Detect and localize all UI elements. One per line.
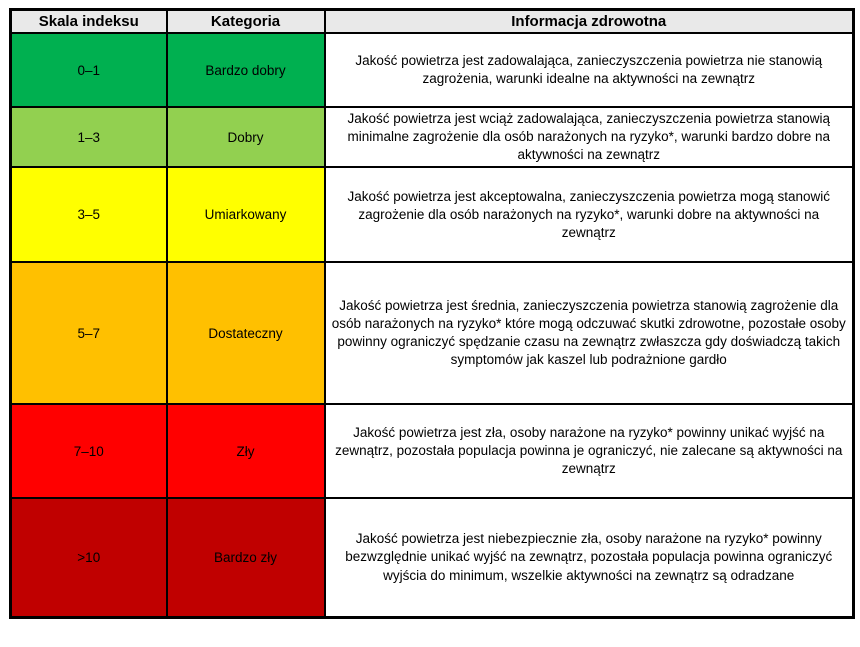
- health-info-text: Jakość powietrza jest wciąż zadowalająca…: [323, 105, 855, 169]
- scale-value: 7–10: [9, 403, 168, 500]
- table-row-sufficient: 5–7 Dostateczny Jakość powietrza jest śr…: [9, 261, 855, 406]
- category-label: Umiarkowany: [165, 166, 326, 264]
- health-info-text: Jakość powietrza jest akceptowalna, zani…: [323, 166, 855, 264]
- category-label: Dobry: [165, 105, 326, 169]
- category-label: Bardzo zły: [165, 497, 326, 619]
- scale-value: 3–5: [9, 166, 168, 264]
- category-label: Bardzo dobry: [165, 32, 326, 108]
- scale-value: >10: [9, 497, 168, 619]
- scale-value: 5–7: [9, 261, 168, 406]
- scale-value: 0–1: [9, 32, 168, 108]
- category-label: Dostateczny: [165, 261, 326, 406]
- health-info-text: Jakość powietrza jest niebezpiecznie zła…: [323, 497, 855, 619]
- table-row-very-bad: >10 Bardzo zły Jakość powietrza jest nie…: [9, 497, 855, 619]
- health-info-text: Jakość powietrza jest zadowalająca, zani…: [323, 32, 855, 108]
- header-scale: Skala indeksu: [9, 8, 168, 34]
- table-header-row: Skala indeksu Kategoria Informacja zdrow…: [9, 8, 855, 34]
- table-row-bad: 7–10 Zły Jakość powietrza jest zła, osob…: [9, 403, 855, 500]
- header-health-info: Informacja zdrowotna: [323, 8, 855, 34]
- table-row-very-good: 0–1 Bardzo dobry Jakość powietrza jest z…: [9, 32, 855, 108]
- header-category: Kategoria: [165, 8, 326, 34]
- scale-value: 1–3: [9, 105, 168, 169]
- table-row-moderate: 3–5 Umiarkowany Jakość powietrza jest ak…: [9, 166, 855, 264]
- health-info-text: Jakość powietrza jest zła, osoby narażon…: [323, 403, 855, 500]
- air-quality-index-table: Skala indeksu Kategoria Informacja zdrow…: [9, 8, 855, 619]
- table-row-good: 1–3 Dobry Jakość powietrza jest wciąż za…: [9, 105, 855, 169]
- health-info-text: Jakość powietrza jest średnia, zanieczys…: [323, 261, 855, 406]
- category-label: Zły: [165, 403, 326, 500]
